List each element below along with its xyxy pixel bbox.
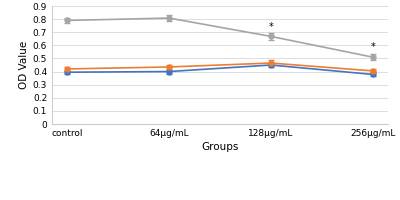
Text: *: *	[268, 22, 273, 32]
X-axis label: Groups: Groups	[201, 142, 239, 152]
Y-axis label: OD Value: OD Value	[18, 41, 28, 89]
Text: *: *	[370, 42, 375, 52]
